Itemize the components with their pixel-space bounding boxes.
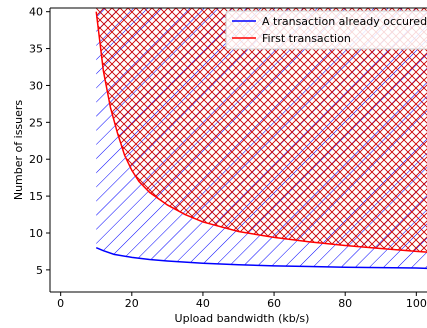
series-line-0 <box>95 247 427 270</box>
x-ticks: 0 20 40 60 80 100 <box>57 292 427 310</box>
x-axis-label: Upload bandwidth (kb/s) <box>175 312 310 325</box>
y-ticks: 5 10 15 20 25 30 35 40 <box>29 6 50 277</box>
x-tick-label: 40 <box>196 297 210 310</box>
y-tick-label: 10 <box>29 227 43 240</box>
legend-entry-first-transaction: First transaction <box>262 32 351 45</box>
legend-entry-already-occured: A transaction already occured <box>262 15 427 28</box>
y-tick-label: 30 <box>29 79 43 92</box>
x-tick-label: 80 <box>338 297 352 310</box>
y-tick-label: 20 <box>29 153 43 166</box>
x-tick-label: 0 <box>57 297 64 310</box>
x-tick-label: 20 <box>125 297 139 310</box>
y-axis-label: Number of issuers <box>12 100 25 201</box>
series-line-1 <box>95 11 427 253</box>
y-tick-label: 5 <box>36 264 43 277</box>
y-tick-label: 35 <box>29 43 43 56</box>
legend: A transaction already occured First tran… <box>225 10 427 50</box>
y-tick-label: 40 <box>29 6 43 19</box>
series-fill-1 <box>96 8 427 253</box>
x-tick-label: 100 <box>406 297 427 310</box>
legend-box <box>225 10 427 50</box>
x-tick-label: 60 <box>267 297 281 310</box>
y-tick-label: 15 <box>29 190 43 203</box>
y-tick-label: 25 <box>29 116 43 129</box>
